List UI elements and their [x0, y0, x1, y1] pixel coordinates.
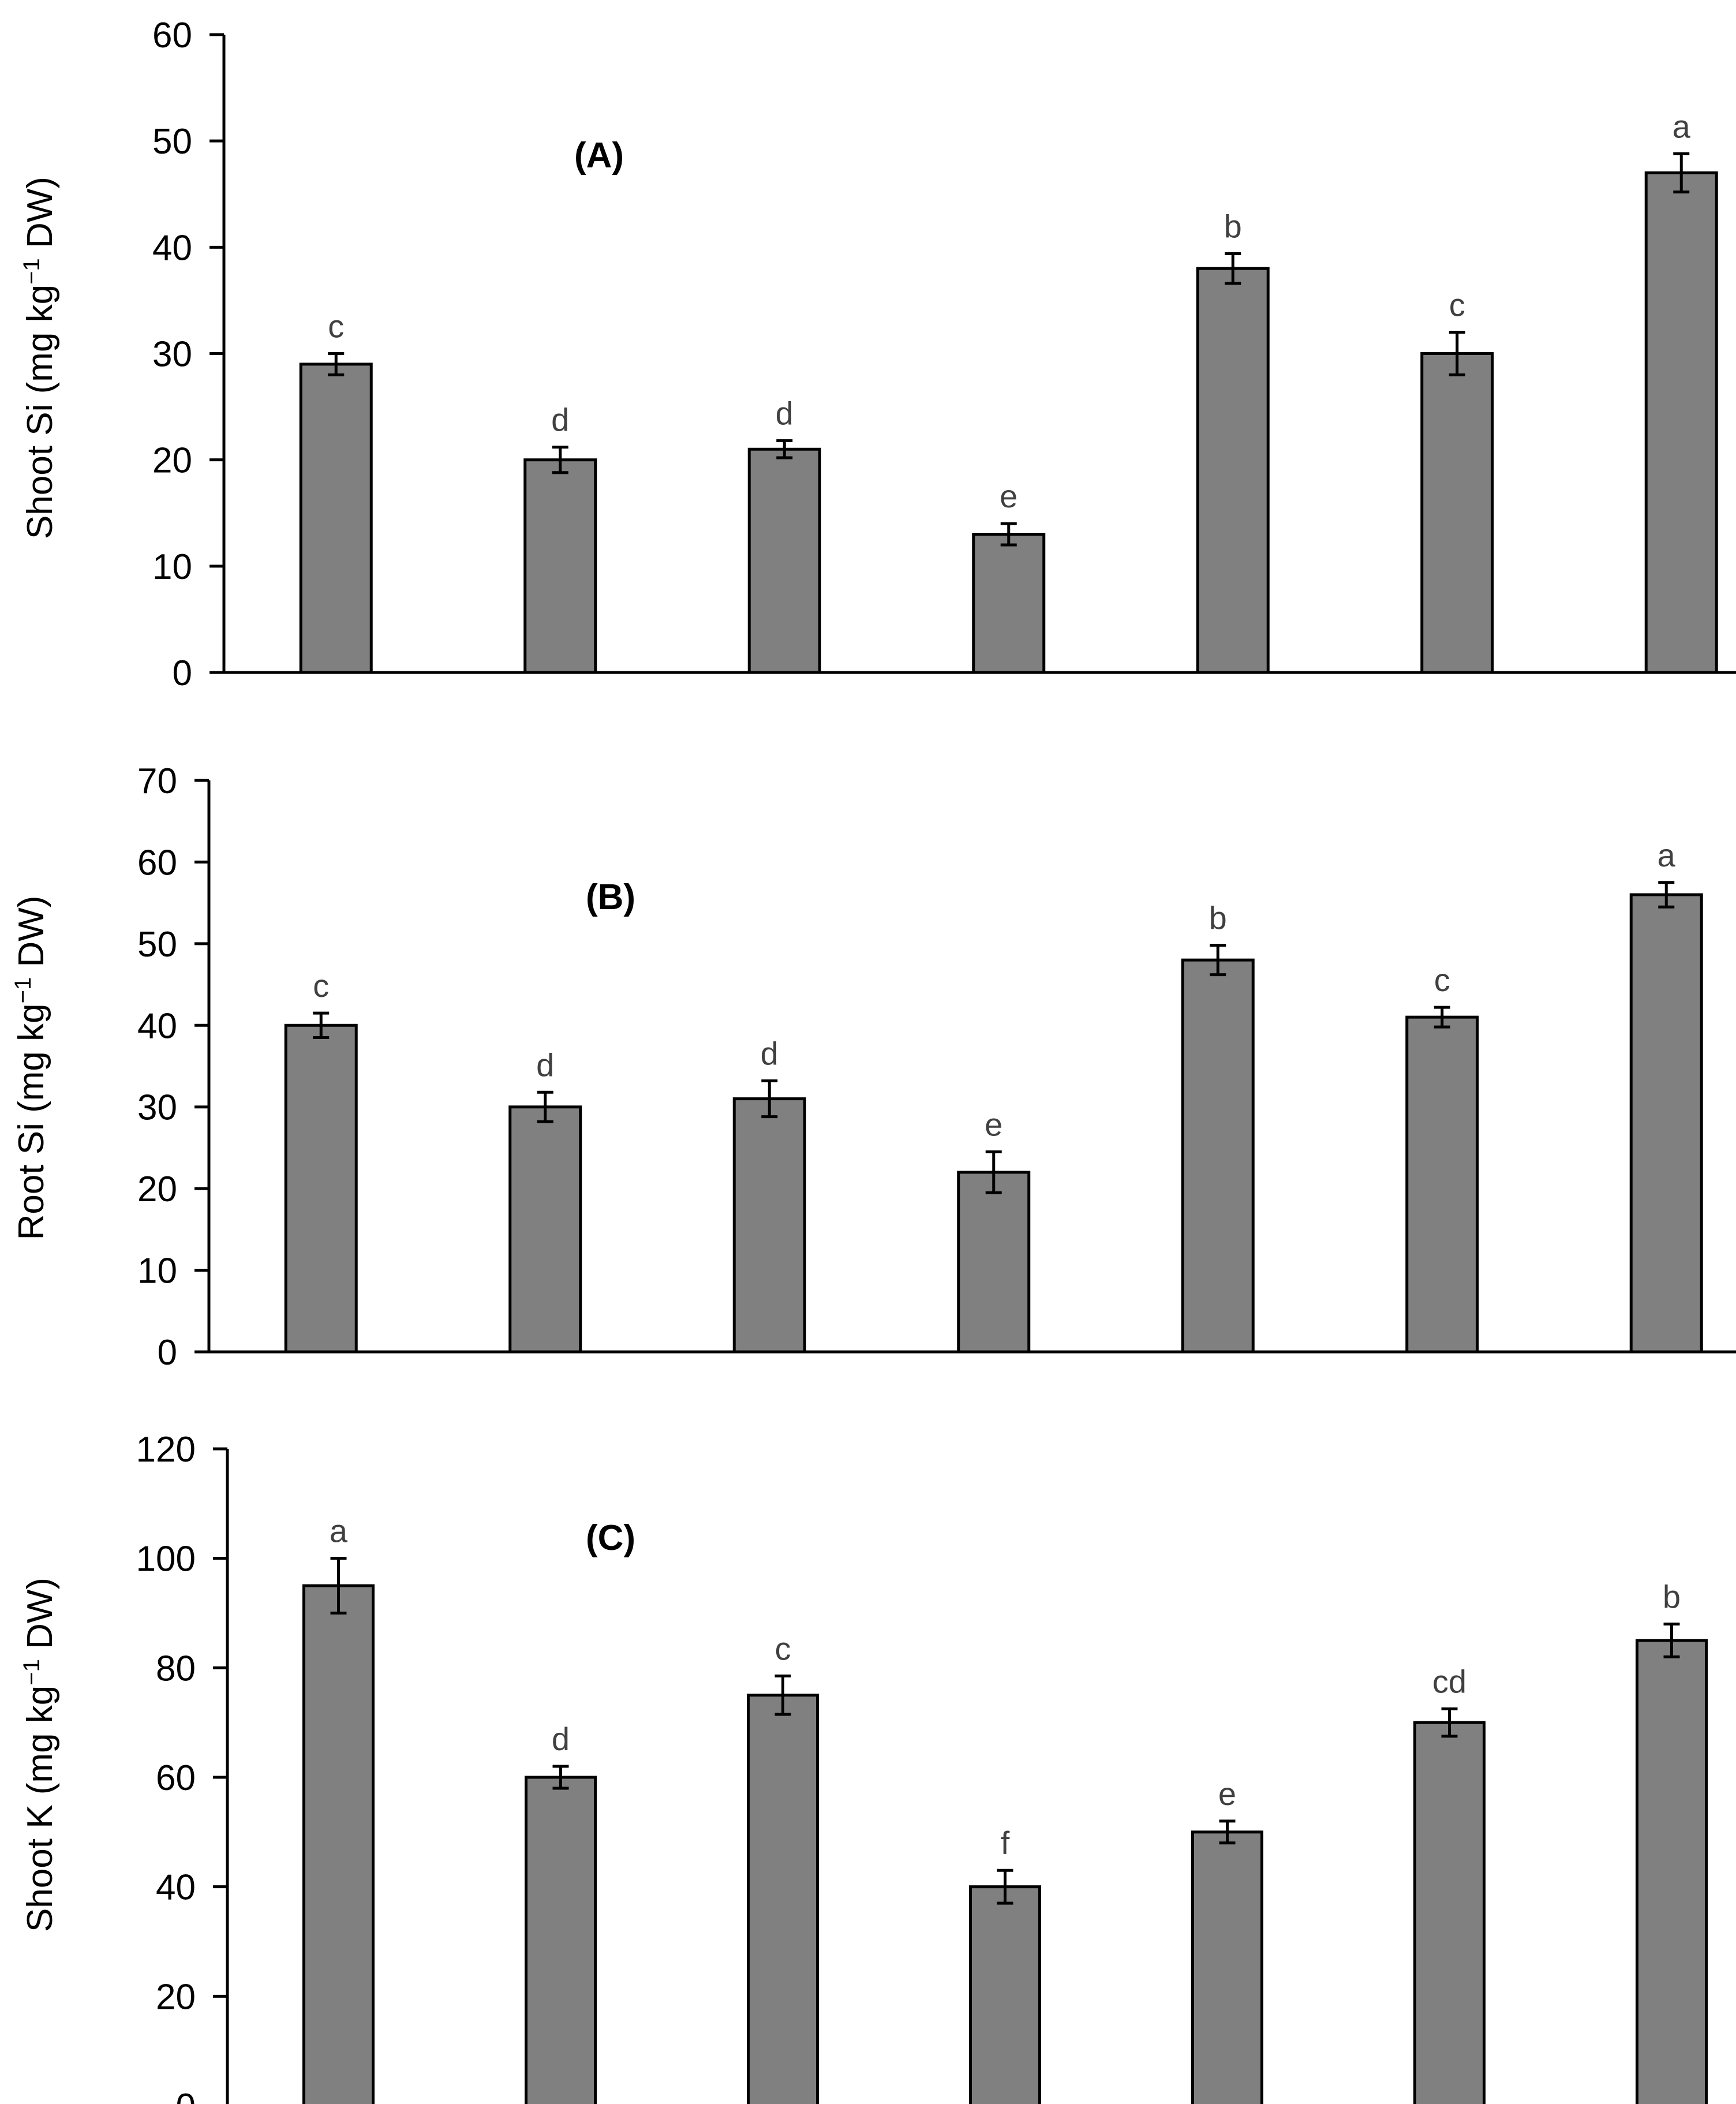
significance-letter: d [552, 1721, 570, 1757]
significance-letter: e [1000, 478, 1017, 514]
y-tick-label: 40 [137, 1006, 177, 1046]
chart-panel-a: 0 10 20 30 40 50 60 c d d e b c a (A) Shoot Si (mg kg−1… [19, 16, 1736, 693]
error-bar [761, 1079, 778, 1119]
significance-letter: b [1663, 1578, 1681, 1615]
error-bar [1434, 1006, 1450, 1029]
bar [523, 458, 597, 674]
significance-letter: e [985, 1107, 1002, 1143]
y-tick-label: 80 [156, 1649, 196, 1688]
significance-letter: d [776, 395, 794, 432]
y-tick-label: 10 [152, 547, 192, 587]
significance-letter: f [1001, 1825, 1010, 1861]
y-tick-label: 60 [156, 1758, 196, 1798]
y-tick-label: 120 [136, 1430, 196, 1470]
y-tick-label: 50 [152, 122, 192, 162]
y-tick-label: 60 [137, 843, 177, 883]
bar [302, 1584, 375, 2104]
bar [508, 1105, 582, 1354]
panel-label: (A) [574, 136, 624, 175]
error-bar [552, 1765, 569, 1790]
y-tick-label: 20 [156, 1977, 196, 2017]
panel-label: (C) [586, 1518, 635, 1558]
y-tick-label: 70 [137, 761, 177, 801]
chart-panel-b: 0 10 20 30 40 50 60 70 c d d e b c a (B) Root Si (mg kg−… [10, 761, 1736, 1373]
bar [972, 533, 1046, 674]
error-bar [775, 1675, 791, 1716]
error-bar [1210, 944, 1226, 977]
bar [957, 1171, 1031, 1354]
y-tick-label: 20 [152, 441, 192, 481]
significance-letter: c [775, 1631, 791, 1667]
bar [1191, 1830, 1263, 2104]
y-tick-label: 0 [176, 2087, 196, 2104]
bar [1181, 958, 1255, 1354]
significance-letter: d [551, 402, 569, 438]
bar [732, 1097, 806, 1354]
significance-letter: c [313, 967, 329, 1004]
y-tick-label: 20 [137, 1169, 177, 1209]
error-bar [313, 1011, 330, 1039]
significance-letter: a [1658, 837, 1676, 873]
error-bar [1219, 1819, 1236, 1845]
error-bar [997, 1868, 1013, 1905]
significance-letter: a [1673, 108, 1691, 144]
error-bar [1449, 331, 1465, 376]
significance-letter: b [1224, 208, 1242, 244]
bar [1420, 352, 1494, 674]
bar [1413, 1721, 1486, 2104]
error-bar [330, 1557, 347, 1615]
bar [1636, 1639, 1708, 2104]
y-tick-label: 40 [152, 228, 192, 268]
error-bar [1441, 1707, 1458, 1738]
bar [1629, 893, 1703, 1354]
bar [1196, 267, 1270, 674]
y-tick-label: 10 [137, 1251, 177, 1291]
y-axis-title: Shoot K (mg kg−1 DW) [19, 1578, 60, 1932]
error-bar [1658, 881, 1675, 909]
y-tick-label: 30 [137, 1088, 177, 1128]
bar [284, 1023, 358, 1354]
y-tick-label: 40 [156, 1868, 196, 1908]
significance-letter: c [328, 308, 344, 345]
bar [299, 362, 373, 674]
significance-letter: c [1449, 287, 1465, 323]
error-bar [1000, 522, 1017, 547]
y-axis-title: Shoot Si (mg kg−1 DW) [19, 177, 60, 539]
y-tick-label: 0 [158, 1333, 177, 1373]
y-tick-label: 60 [152, 16, 192, 55]
error-bar [985, 1150, 1002, 1194]
bar [969, 1885, 1041, 2104]
error-bar [776, 439, 793, 459]
y-tick-label: 30 [152, 335, 192, 375]
bar [747, 447, 821, 674]
error-bar [1225, 252, 1241, 285]
significance-letter: b [1209, 900, 1227, 936]
chart-panel-c: 0 20 40 60 80 100 120 a d c f e cd b (C) Shoot K (mg kg… [19, 1430, 1708, 2104]
y-tick-label: 100 [136, 1539, 196, 1579]
error-bar [537, 1090, 553, 1123]
panel-label: (B) [586, 877, 635, 917]
significance-letter: d [536, 1047, 554, 1083]
y-tick-label: 0 [173, 653, 192, 693]
error-bar [552, 446, 568, 474]
significance-letter: cd [1432, 1663, 1466, 1699]
error-bar [328, 352, 345, 376]
bar [1405, 1015, 1479, 1354]
error-bar [1673, 152, 1690, 194]
bar [1644, 171, 1718, 674]
y-tick-label: 50 [137, 925, 177, 965]
error-bar [1663, 1622, 1680, 1658]
y-axis-title: Root Si (mg kg−1 DW) [10, 896, 51, 1240]
significance-letter: d [761, 1035, 779, 1071]
significance-letter: a [330, 1513, 348, 1549]
significance-letter: e [1218, 1776, 1236, 1812]
bar [747, 1694, 819, 2104]
bar [525, 1776, 597, 2104]
significance-letter: c [1434, 962, 1450, 998]
